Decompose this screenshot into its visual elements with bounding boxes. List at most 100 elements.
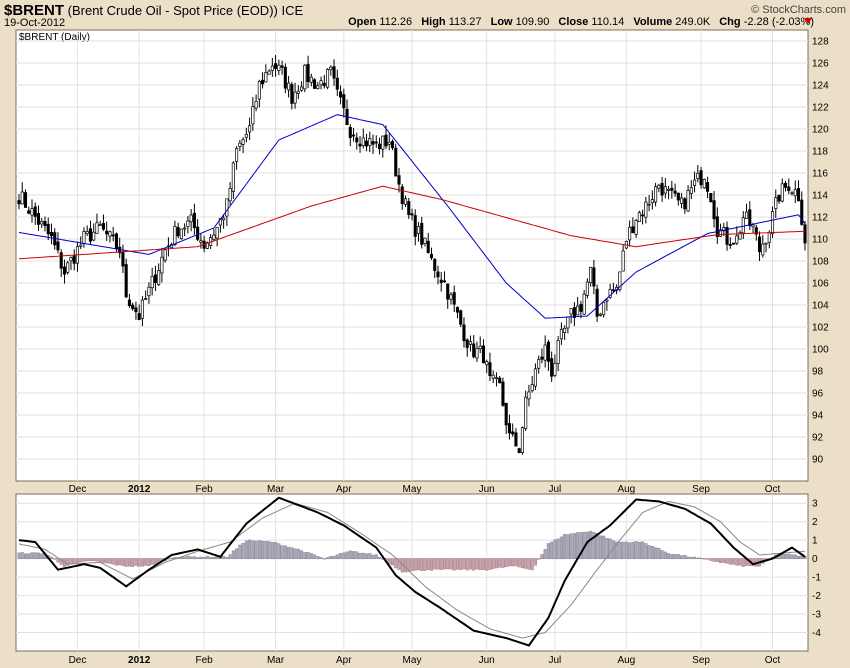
candle-down [46, 223, 50, 235]
high-label: High [421, 16, 446, 28]
candle-down [121, 251, 125, 267]
candle-up [95, 222, 99, 234]
macd-histogram-bar-positive [553, 539, 557, 559]
macd-histogram-bar-positive [654, 547, 658, 559]
macd-histogram-bar-positive [673, 554, 677, 559]
macd-histogram-bar-positive [309, 553, 313, 559]
macd-histogram-bar-positive [248, 539, 252, 559]
price-x-tick-label: Feb [196, 484, 214, 495]
macd-histogram-bar-negative [410, 558, 414, 571]
candle-down [572, 307, 576, 318]
price-y-tick-label: 120 [812, 125, 829, 136]
chg-label: Chg [719, 16, 741, 28]
candle-up [566, 316, 570, 329]
macd-histogram-bar-positive [202, 557, 206, 559]
candle-up [657, 184, 661, 189]
candle-down [105, 230, 109, 235]
macd-histogram-bar-negative [439, 558, 443, 570]
candle-up [66, 262, 70, 273]
candle-up [215, 227, 219, 239]
price-y-tick-label: 126 [812, 59, 829, 70]
macd-y-tick-label: 2 [812, 517, 818, 528]
macd-histogram-bar-positive [303, 552, 307, 559]
macd-histogram-bar-negative [53, 558, 57, 560]
candle-up [647, 203, 651, 206]
macd-x-tick-label: Sep [692, 655, 710, 666]
candle-up [287, 82, 291, 91]
candle-down [397, 175, 401, 185]
macd-histogram-bar-positive [566, 534, 570, 559]
macd-histogram-bar-positive [787, 553, 791, 559]
price-y-tick-label: 98 [812, 367, 824, 378]
macd-histogram-bar-negative [429, 558, 433, 571]
candle-up [722, 227, 726, 232]
candle-down [332, 66, 336, 79]
candle-down [36, 213, 41, 225]
macd-histogram-bar-positive [183, 556, 187, 559]
macd-histogram-bar-positive [355, 551, 359, 559]
macd-x-tick-label: Jul [549, 655, 562, 666]
macd-histogram-bar-negative [738, 558, 742, 566]
candle-down [338, 91, 343, 98]
price-y-tick-label: 112 [812, 213, 828, 224]
macd-histogram-bar-positive [569, 533, 573, 559]
volume-label: Volume [633, 16, 673, 28]
candle-down [56, 241, 60, 251]
macd-histogram-bar-negative [394, 558, 398, 569]
candle-down [274, 63, 278, 69]
candle-down [62, 266, 67, 275]
macd-histogram-bar-positive [329, 556, 333, 559]
open-label: Open [348, 16, 377, 28]
candle-down [498, 377, 502, 384]
macd-histogram-bar-positive [680, 555, 684, 559]
candle-down [481, 345, 486, 363]
macd-histogram-bar-positive [615, 541, 619, 559]
macd-histogram-bar-positive [543, 549, 547, 559]
candle-down [488, 362, 492, 376]
candle-down [348, 126, 352, 138]
macd-x-tick-label: 2012 [128, 655, 151, 666]
macd-histogram-bar-positive [598, 535, 602, 559]
macd-histogram-bar-negative [524, 558, 528, 569]
macd-histogram-bar-negative [462, 558, 466, 570]
candle-down [660, 182, 664, 196]
price-y-tick-label: 92 [812, 433, 824, 444]
macd-histogram-bar-positive [631, 541, 635, 559]
macd-histogram-bar-negative [404, 558, 408, 573]
macd-histogram-bar-negative [436, 558, 440, 570]
candle-down [342, 94, 346, 109]
macd-histogram-bar-positive [686, 556, 690, 559]
macd-histogram-bar-positive [589, 530, 593, 559]
macd-histogram-bar-positive [676, 554, 680, 559]
candle-up [764, 242, 768, 245]
candle-up [300, 86, 304, 91]
macd-histogram-bar-positive [17, 552, 21, 559]
candle-up [309, 76, 313, 83]
macd-histogram-bar-negative [147, 558, 151, 566]
macd-histogram-bar-negative [455, 558, 459, 570]
candle-up [387, 141, 391, 145]
candle-down [459, 310, 463, 325]
candle-down [407, 201, 411, 215]
macd-y-tick-label: -4 [812, 628, 821, 639]
candle-down [420, 222, 424, 245]
candle-down [23, 192, 28, 208]
macd-histogram-bar-positive [316, 556, 320, 559]
candle-down [446, 283, 450, 300]
chg-value: -2.28 (-2.03%) [743, 16, 814, 28]
macd-histogram-bar-positive [319, 557, 323, 559]
macd-histogram-bar-positive [621, 541, 625, 559]
macd-histogram-bar-negative [137, 558, 141, 567]
macd-histogram-bar-positive [270, 542, 274, 559]
macd-histogram-bar-positive [342, 552, 346, 559]
macd-histogram-bar-negative [391, 558, 395, 566]
candle-down [439, 279, 443, 283]
candle-down [611, 289, 615, 292]
candle-down [433, 258, 437, 271]
macd-histogram-bar-positive [657, 548, 661, 559]
macd-histogram-bar-negative [719, 558, 723, 563]
price-y-tick-label: 100 [812, 345, 829, 356]
macd-histogram-bar-negative [101, 558, 105, 563]
candle-down [676, 192, 680, 201]
